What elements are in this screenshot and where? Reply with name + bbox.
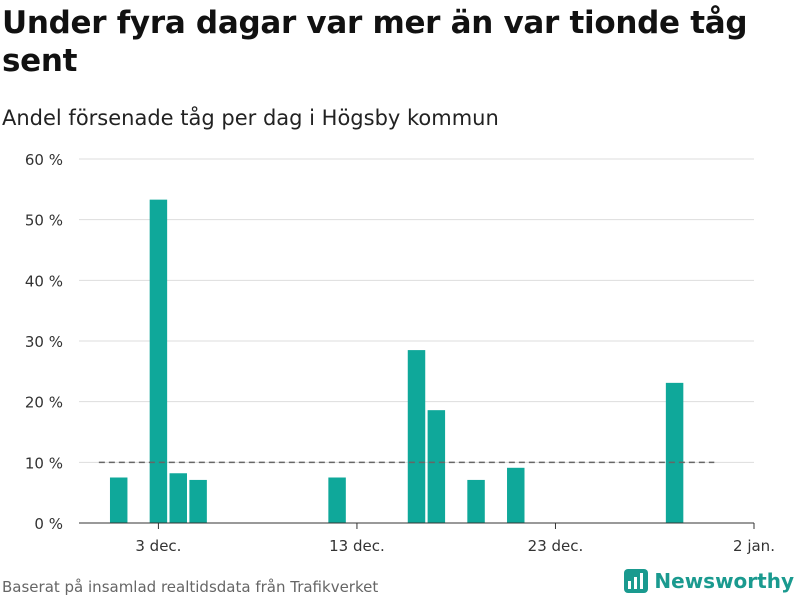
x-tick-label: 13 dec. bbox=[329, 537, 385, 555]
source-note: Baserat på insamlad realtidsdata från Tr… bbox=[2, 578, 379, 596]
x-tick-label: 2 jan. bbox=[733, 537, 775, 555]
y-tick-label: 60 % bbox=[25, 151, 63, 169]
y-tick-label: 10 % bbox=[25, 454, 63, 472]
x-tick-label: 3 dec. bbox=[135, 537, 181, 555]
y-tick-label: 20 % bbox=[25, 394, 63, 412]
y-tick-label: 40 % bbox=[25, 272, 63, 290]
x-tick-label: 23 dec. bbox=[528, 537, 584, 555]
chart-title: Under fyra dagar var mer än var tionde t… bbox=[2, 5, 748, 79]
bar bbox=[507, 467, 525, 523]
y-tick-label: 30 % bbox=[25, 333, 63, 351]
bar bbox=[665, 382, 684, 523]
bar bbox=[169, 473, 187, 523]
brand-name: Newsworthy bbox=[654, 569, 794, 593]
chart-subtitle: Andel försenade tåg per dag i Högsby kom… bbox=[2, 106, 499, 130]
bar bbox=[427, 410, 446, 523]
bar bbox=[109, 477, 128, 523]
newsworthy-logo-icon bbox=[624, 569, 649, 593]
bar bbox=[189, 479, 207, 523]
brand-logo: Newsworthy bbox=[624, 569, 794, 593]
bar bbox=[407, 350, 426, 523]
y-tick-label: 0 % bbox=[34, 515, 63, 533]
bar bbox=[328, 477, 346, 523]
bar-chart: 0 % 10 % 20 % 30 % 40 % 50 % 60 % 3 dec. 13 dec.… bbox=[25, 151, 775, 555]
bar bbox=[149, 199, 168, 523]
y-tick-label: 50 % bbox=[25, 212, 63, 230]
bar bbox=[467, 479, 485, 523]
